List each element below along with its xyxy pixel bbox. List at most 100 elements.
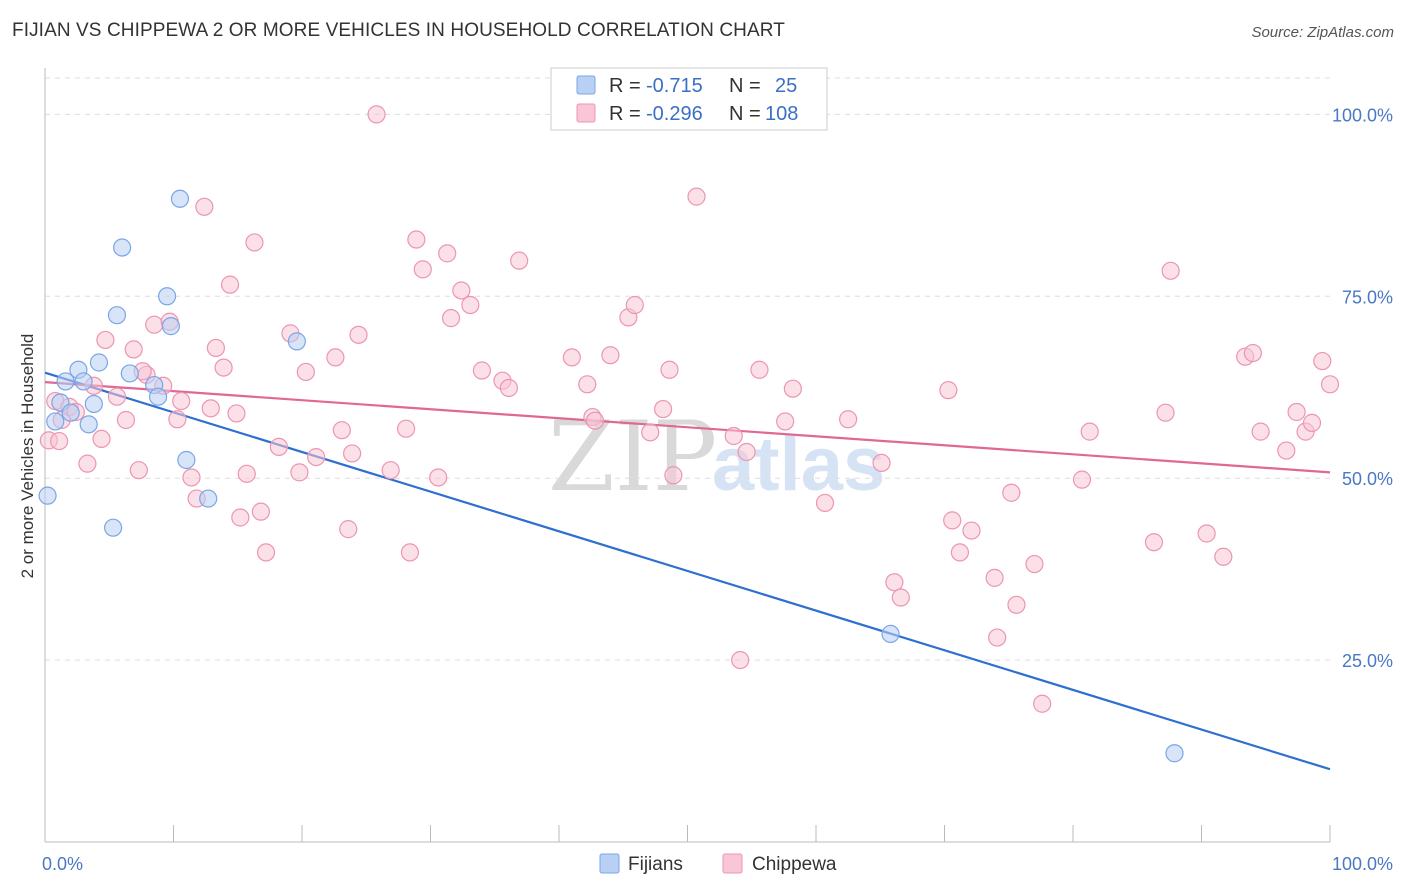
point-chippewa <box>776 412 795 431</box>
point-chippewa <box>441 309 461 328</box>
point-chippewa <box>660 360 679 379</box>
point-chippewa <box>1080 422 1099 441</box>
point-chippewa <box>1214 547 1233 566</box>
point-chippewa <box>641 423 660 442</box>
point-chippewa <box>750 360 769 379</box>
point-chippewa <box>96 330 115 350</box>
point-chippewa <box>578 375 597 394</box>
point-chippewa <box>472 361 491 380</box>
point-chippewa <box>885 573 904 592</box>
watermark-zip: ZIP <box>548 401 717 513</box>
legend-swatch-fijians <box>576 75 596 95</box>
point-chippewa <box>1197 524 1216 543</box>
point-chippewa <box>839 410 858 429</box>
data-points <box>38 105 1340 763</box>
point-chippewa <box>400 543 420 562</box>
point-chippewa <box>562 348 581 367</box>
point-chippewa <box>943 511 962 530</box>
bottom-legend-swatch-chippewa <box>722 853 743 874</box>
point-chippewa <box>256 543 276 562</box>
point-chippewa <box>201 399 220 418</box>
point-chippewa <box>872 453 891 473</box>
point-chippewa <box>339 520 358 539</box>
point-chippewa <box>585 411 605 430</box>
point-fijians <box>61 403 80 422</box>
point-fijians <box>157 287 177 306</box>
legend-n-label-chippewa: N = <box>729 103 761 125</box>
point-chippewa <box>985 568 1004 587</box>
point-chippewa <box>307 447 326 467</box>
trend-line-fijians <box>44 371 1331 771</box>
y-tick-labels: 25.0% 50.0% 75.0% 100.0% <box>1332 105 1393 671</box>
point-chippewa <box>1072 470 1092 489</box>
point-chippewa <box>429 468 448 487</box>
x-tick-label-start: 0.0% <box>42 854 83 874</box>
point-fijians <box>112 238 132 257</box>
legend-r-value-chippewa: -0.296 <box>646 103 703 125</box>
y-tick-label: 100.0% <box>1332 105 1393 125</box>
legend-n-label-fijians: N = <box>729 75 761 97</box>
y-axis-label: 2 or more Vehicles in Household <box>18 334 37 579</box>
point-chippewa <box>1302 413 1322 432</box>
axes <box>44 68 1331 843</box>
point-chippewa <box>124 340 143 359</box>
point-chippewa <box>1313 351 1332 371</box>
point-chippewa <box>214 358 233 377</box>
legend-swatch-chippewa <box>576 103 596 123</box>
point-fijians <box>120 364 139 383</box>
point-chippewa <box>601 346 620 365</box>
point-chippewa <box>653 399 673 419</box>
point-fijians <box>79 415 98 434</box>
point-chippewa <box>116 410 136 430</box>
point-chippewa <box>1251 422 1270 441</box>
point-chippewa <box>452 281 471 300</box>
point-chippewa <box>1320 375 1340 394</box>
chart-title: FIJIAN VS CHIPPEWA 2 OR MORE VEHICLES IN… <box>12 20 785 41</box>
point-chippewa <box>172 391 191 411</box>
point-fijians <box>84 394 103 414</box>
point-fijians <box>287 332 306 351</box>
point-chippewa <box>237 464 256 483</box>
point-chippewa <box>168 410 187 429</box>
point-chippewa <box>939 381 958 400</box>
point-chippewa <box>988 628 1007 647</box>
trend-line-chippewa <box>44 381 1331 474</box>
point-fijians <box>107 306 127 325</box>
point-chippewa <box>251 502 270 521</box>
point-chippewa <box>1277 441 1296 460</box>
point-chippewa <box>724 426 743 446</box>
bottom-legend-swatch-fijians <box>599 853 620 874</box>
point-chippewa <box>269 437 288 457</box>
legend-n-value-chippewa: 108 <box>765 103 798 125</box>
point-chippewa <box>407 230 426 249</box>
point-chippewa <box>1161 261 1180 280</box>
point-fijians <box>199 489 218 508</box>
point-chippewa <box>1156 403 1175 422</box>
point-chippewa <box>815 493 835 513</box>
point-chippewa <box>326 348 345 367</box>
point-chippewa <box>1144 533 1164 552</box>
point-chippewa <box>438 244 457 263</box>
point-chippewa <box>1287 402 1306 422</box>
point-chippewa <box>737 442 756 462</box>
x-tick-label-end: 100.0% <box>1332 854 1393 874</box>
point-chippewa <box>195 197 214 216</box>
legend-n-value-fijians: 25 <box>775 75 797 97</box>
point-chippewa <box>1033 694 1052 713</box>
point-fijians <box>74 372 93 391</box>
y-tick-label: 25.0% <box>1342 651 1393 671</box>
point-chippewa <box>396 419 416 438</box>
point-chippewa <box>50 431 69 451</box>
point-chippewa <box>461 295 480 315</box>
y-tick-label: 50.0% <box>1342 469 1393 489</box>
point-fijians <box>177 450 196 470</box>
point-chippewa <box>510 251 529 270</box>
point-chippewa <box>381 461 400 480</box>
point-chippewa <box>1025 554 1044 574</box>
point-chippewa <box>664 466 683 485</box>
point-fijians <box>170 189 190 208</box>
point-chippewa <box>182 468 201 487</box>
point-fijians <box>1165 744 1184 763</box>
point-chippewa <box>129 461 148 480</box>
